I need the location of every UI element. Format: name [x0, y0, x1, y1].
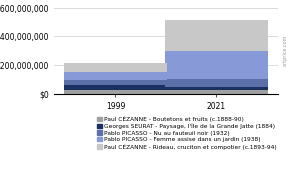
Legend: Paul CÉZANNE - Boutetons et fruits (c.1888-90), Georges SEURAT - Paysage, l'île : Paul CÉZANNE - Boutetons et fruits (c.18…	[97, 116, 276, 150]
Bar	[165, 51, 268, 79]
Bar	[64, 72, 167, 80]
Bar	[64, 90, 167, 94]
Bar	[165, 90, 268, 94]
Text: artprice.com: artprice.com	[283, 35, 288, 66]
Bar	[64, 63, 167, 72]
Bar	[64, 80, 167, 85]
Bar	[64, 85, 167, 90]
Bar	[165, 87, 268, 90]
Bar	[165, 20, 268, 51]
Bar	[165, 79, 268, 87]
